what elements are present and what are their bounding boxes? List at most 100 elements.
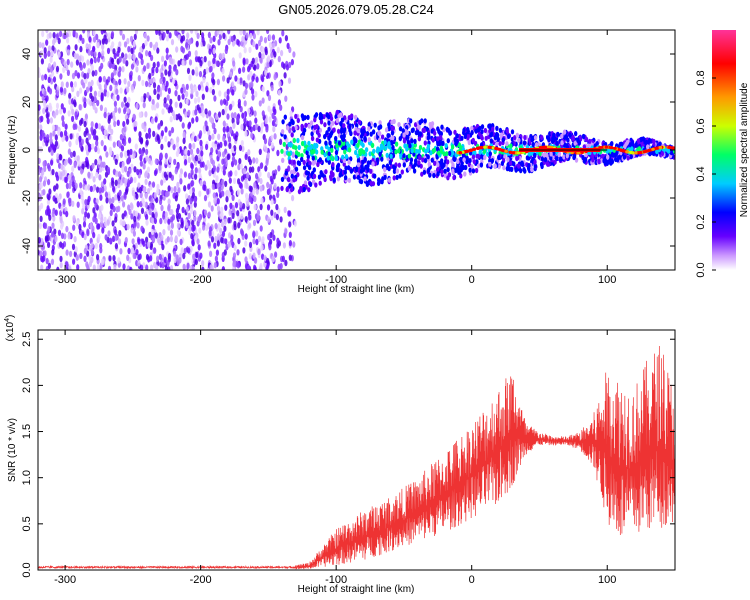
spectrogram-cell <box>188 143 192 150</box>
spectrogram-cell <box>560 140 564 146</box>
spectrogram-cell <box>242 203 246 210</box>
spectrogram-cell <box>42 100 46 107</box>
spectrogram-cell <box>366 160 371 166</box>
spectrogram-cell <box>552 136 557 143</box>
spectrogram-cell <box>508 150 513 154</box>
spectrogram-cell <box>231 117 235 124</box>
spectrogram-cell <box>577 140 582 146</box>
spectrogram-cell <box>42 107 46 115</box>
spectrogram-cell <box>129 74 133 82</box>
spectrogram-cell <box>241 112 245 119</box>
spectrogram-cell <box>150 264 154 270</box>
spectrogram-cell <box>391 135 395 141</box>
spectrogram-cell <box>132 54 136 61</box>
spectrogram-cell <box>228 209 232 216</box>
spectrogram-cell <box>79 87 83 94</box>
spectrogram-cell <box>153 247 157 254</box>
figure-title: GN05.2026.079.05.28.C24 <box>278 2 433 17</box>
spectrogram-cell <box>264 165 268 172</box>
spectrogram-cell <box>177 94 181 102</box>
spectrogram-cell <box>99 166 103 173</box>
spectrogram-cell <box>123 126 127 133</box>
spectrogram-cell <box>65 210 69 218</box>
snr-background <box>38 330 675 570</box>
spectrogram-cell <box>270 51 274 59</box>
spectrogram-cell <box>215 60 219 67</box>
spectrogram-cell <box>145 80 149 88</box>
spectrogram-cell <box>252 40 256 48</box>
spectrogram-cell <box>92 207 96 214</box>
spectrogram-cell <box>251 75 255 82</box>
spectrogram-cell <box>71 108 75 116</box>
spectrogram-cell <box>261 110 265 117</box>
spectrogram-cell <box>414 158 418 164</box>
spectrogram-cell <box>93 96 97 103</box>
spectrogram-cell <box>206 188 210 195</box>
spectrogram-cell <box>55 65 60 73</box>
spectrogram-cell <box>237 178 241 185</box>
spectrogram-cell <box>164 152 168 160</box>
spectrogram-cell <box>51 249 55 256</box>
spectrogram-cell <box>557 152 561 158</box>
spectrogram-cell <box>175 69 179 76</box>
spectrogram-cell <box>254 123 258 130</box>
spectrogram-cell <box>371 161 375 167</box>
spectrogram-cell <box>38 157 41 165</box>
spectrogram-cell <box>279 138 283 145</box>
spectrogram-cell <box>488 145 492 149</box>
snr-scale-label: (x104) <box>4 315 16 342</box>
spectrogram-cell <box>135 193 139 200</box>
spectrogram-cell <box>244 240 248 247</box>
spectrogram-cell <box>562 129 567 135</box>
spectrogram-cell <box>618 141 622 147</box>
spectrogram-cell <box>105 151 109 158</box>
spectrogram-cell <box>152 236 156 243</box>
spectrogram-cell <box>114 158 118 165</box>
spectrogram-cell <box>214 255 218 262</box>
spectrogram-cell <box>144 192 148 200</box>
spectrogram-cell <box>166 236 170 243</box>
spectrogram-cell <box>292 137 296 144</box>
spectrogram-cell <box>211 183 215 190</box>
spectrogram-cell <box>563 142 568 148</box>
spectrogram-cell <box>439 145 444 151</box>
spectrogram-cell <box>353 114 358 120</box>
spectrogram-cell <box>276 46 280 54</box>
spectrogram-cell <box>89 99 93 107</box>
spectrogram-cell <box>123 96 127 103</box>
spectrogram-cell <box>122 57 126 64</box>
spectrogram-cell <box>436 136 440 142</box>
spectrogram-cell <box>47 178 51 186</box>
spectrogram-cell <box>236 39 240 46</box>
spectrogram-cell <box>168 104 172 111</box>
spectrogram-cell <box>499 132 504 138</box>
spectrogram-cell <box>251 88 255 95</box>
spectrogram-cell <box>354 166 359 172</box>
spectrogram-cell <box>478 149 482 155</box>
spectrogram-cell <box>261 97 265 104</box>
spectrogram-cell <box>61 115 65 122</box>
spectrogram-cell <box>655 148 659 155</box>
spectrogram-cell <box>232 177 237 185</box>
spectrogram-cell <box>361 167 366 173</box>
spectrogram-cell <box>581 133 586 140</box>
spectrogram-cell <box>527 162 531 169</box>
spectrogram-cell <box>153 217 157 225</box>
spectrogram-cell <box>197 154 201 161</box>
spectrogram-cell <box>409 157 414 163</box>
spectrogram-cell <box>599 158 604 164</box>
spectrogram-cell <box>323 152 327 158</box>
spectrogram-cell <box>151 66 155 74</box>
spectrogram-cell <box>74 246 78 253</box>
spectrogram-cell <box>506 156 510 163</box>
spectrogram-cell <box>160 179 164 186</box>
spectrogram-cell <box>116 94 120 101</box>
spectrogram-cell <box>600 154 604 160</box>
spectrogram-cell <box>387 122 391 128</box>
spectrogram-cell <box>113 100 117 108</box>
spectrogram-cell <box>359 140 364 146</box>
spectrogram-cell <box>436 171 440 177</box>
spectrogram-cell <box>57 129 61 136</box>
spectrogram-cell <box>49 56 53 63</box>
spectrogram-cell <box>259 203 263 211</box>
